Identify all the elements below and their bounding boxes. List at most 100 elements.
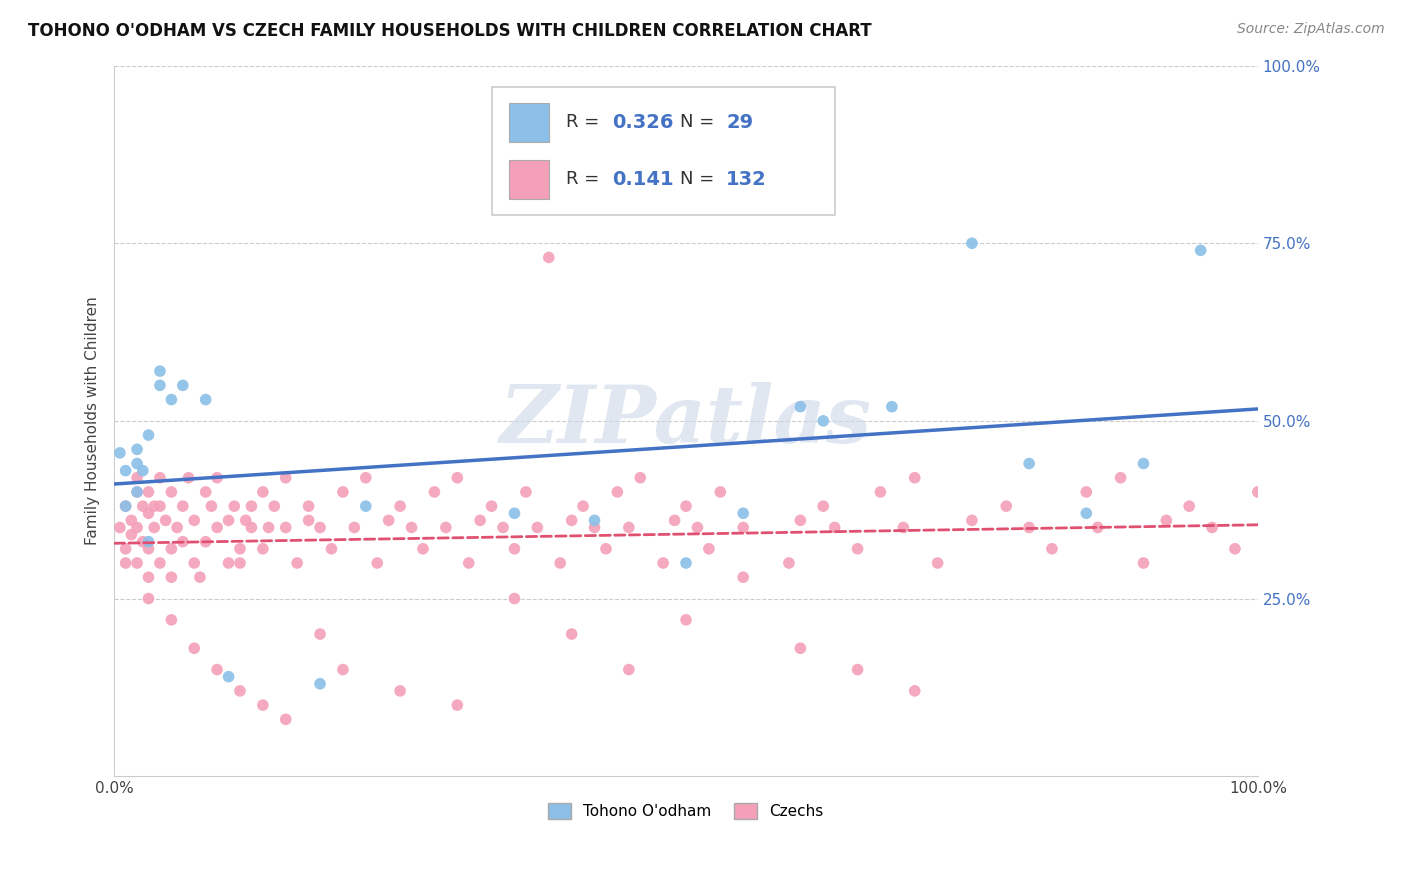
Point [160, 485, 183, 500]
Point [149, 471, 172, 485]
Point [366, 556, 388, 570]
Text: ZIPatlas: ZIPatlas [501, 382, 872, 459]
Point [503, 591, 526, 606]
Point [205, 663, 228, 677]
Point [138, 591, 160, 606]
Point [125, 442, 148, 457]
Point [960, 513, 983, 527]
Point [138, 485, 160, 500]
Text: TOHONO O'ODHAM VS CZECH FAMILY HOUSEHOLDS WITH CHILDREN CORRELATION CHART: TOHONO O'ODHAM VS CZECH FAMILY HOUSEHOLD… [28, 22, 872, 40]
Point [1109, 471, 1132, 485]
Text: 0.141: 0.141 [612, 169, 673, 189]
Point [1087, 520, 1109, 534]
Point [160, 570, 183, 584]
Point [434, 520, 457, 534]
Point [125, 556, 148, 570]
Point [160, 613, 183, 627]
Point [583, 520, 606, 534]
Point [309, 627, 332, 641]
Point [149, 499, 172, 513]
Point [628, 471, 651, 485]
Point [138, 506, 160, 520]
Point [904, 471, 927, 485]
Point [183, 641, 205, 656]
Point [846, 663, 869, 677]
Point [218, 513, 240, 527]
Legend: Tohono O'odham, Czechs: Tohono O'odham, Czechs [543, 797, 830, 825]
Point [709, 485, 731, 500]
Point [172, 499, 194, 513]
Point [927, 556, 949, 570]
Point [138, 428, 160, 442]
Point [813, 499, 835, 513]
Point [114, 499, 136, 513]
Point [617, 520, 640, 534]
Point [149, 364, 172, 378]
Point [229, 541, 252, 556]
Point [733, 570, 755, 584]
Point [1223, 541, 1246, 556]
Point [789, 513, 811, 527]
Point [252, 541, 274, 556]
Point [125, 520, 148, 534]
Point [652, 556, 675, 570]
Point [755, 151, 778, 165]
Point [824, 520, 846, 534]
Point [675, 499, 697, 513]
Point [332, 663, 354, 677]
Point [138, 570, 160, 584]
Point [789, 400, 811, 414]
Point [960, 236, 983, 251]
Point [229, 556, 252, 570]
Point [1076, 506, 1098, 520]
Point [492, 520, 515, 534]
Point [240, 520, 263, 534]
Text: N =: N = [681, 113, 720, 131]
Point [686, 520, 709, 534]
Point [218, 670, 240, 684]
Text: 132: 132 [725, 169, 766, 189]
Point [321, 541, 343, 556]
Point [904, 684, 927, 698]
Point [108, 520, 131, 534]
Point [869, 485, 891, 500]
FancyBboxPatch shape [492, 87, 835, 215]
Point [880, 400, 903, 414]
Text: R =: R = [567, 170, 605, 188]
FancyBboxPatch shape [509, 160, 548, 199]
Point [1076, 485, 1098, 500]
Point [138, 534, 160, 549]
Point [470, 513, 492, 527]
Point [125, 485, 148, 500]
Point [125, 471, 148, 485]
Point [446, 471, 468, 485]
Point [1189, 244, 1212, 258]
Point [891, 520, 914, 534]
Point [995, 499, 1018, 513]
Point [1040, 541, 1063, 556]
Point [183, 513, 205, 527]
Point [263, 499, 285, 513]
Point [309, 677, 332, 691]
Point [1132, 457, 1154, 471]
Point [332, 485, 354, 500]
Point [252, 485, 274, 500]
Point [503, 541, 526, 556]
Point [205, 471, 228, 485]
Point [457, 556, 479, 570]
Point [1018, 457, 1040, 471]
Point [595, 541, 617, 556]
Point [188, 570, 211, 584]
Point [572, 499, 595, 513]
Point [108, 446, 131, 460]
Point [149, 556, 172, 570]
Point [297, 513, 319, 527]
Point [114, 464, 136, 478]
Point [537, 251, 560, 265]
Point [229, 684, 252, 698]
Point [446, 698, 468, 712]
Point [285, 556, 308, 570]
Point [733, 506, 755, 520]
Point [389, 499, 412, 513]
Point [120, 527, 142, 541]
